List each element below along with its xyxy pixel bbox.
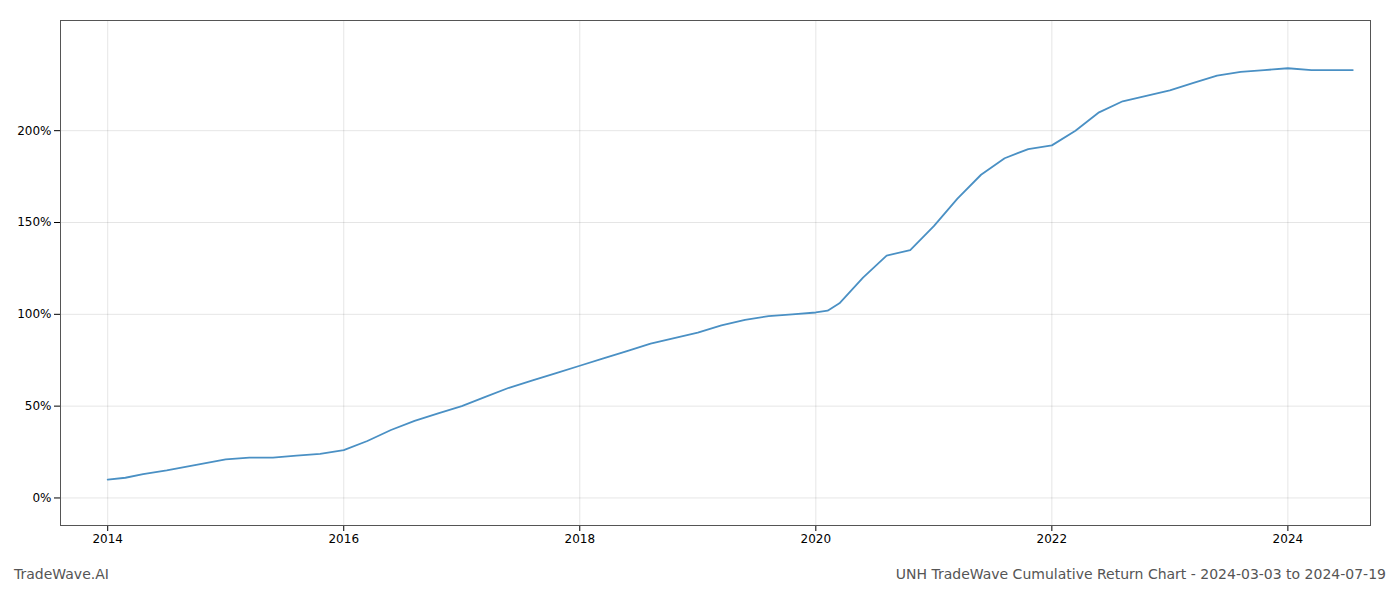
svg-text:200%: 200% [17, 124, 51, 138]
svg-text:2024: 2024 [1273, 532, 1304, 546]
svg-text:2022: 2022 [1037, 532, 1068, 546]
html-text:UNH TradeWave Cumulative Retur: UNH TradeWave Cumulative Return Chart - … [895, 566, 1386, 582]
svg-text:2018: 2018 [565, 532, 596, 546]
svg-text:0%: 0% [32, 491, 51, 505]
svg-text:2014: 2014 [92, 532, 123, 546]
svg-text:100%: 100% [17, 307, 51, 321]
svg-text:2020: 2020 [801, 532, 832, 546]
svg-text:150%: 150% [17, 215, 51, 229]
html-text:TradeWave.AI: TradeWave.AI [14, 566, 109, 582]
svg-text:50%: 50% [25, 399, 52, 413]
svg-text:2016: 2016 [328, 532, 359, 546]
